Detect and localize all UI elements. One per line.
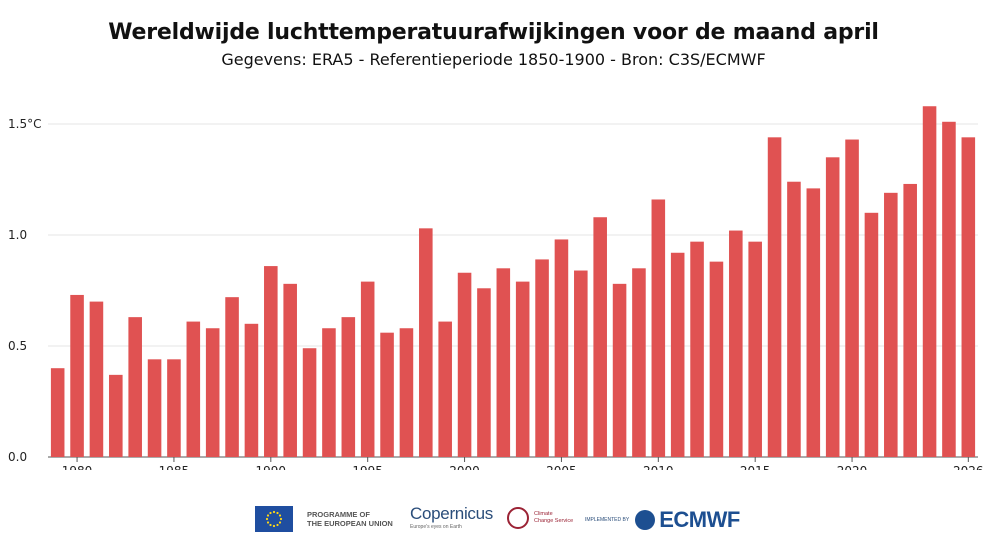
bar-1994: [341, 317, 356, 457]
bar-1987: [205, 328, 220, 457]
chart-title: Wereldwijde luchttemperatuurafwijkingen …: [108, 20, 879, 45]
bar-1989: [244, 323, 259, 457]
eu-label-line1: PROGRAMME OF: [307, 510, 370, 519]
ccs-logo: Climate Change Service: [507, 507, 573, 529]
bar-1986: [186, 321, 201, 457]
bar-2001: [477, 288, 491, 457]
bar-2021: [864, 212, 879, 457]
bar-2000: [457, 272, 472, 457]
x-tick-label: 2000: [449, 464, 480, 470]
y-tick-label: 1.5°C: [8, 117, 41, 131]
thermometer-icon: [507, 507, 529, 529]
chart-gridlines: [48, 123, 978, 458]
bar-2004: [535, 259, 549, 457]
bar-2019: [825, 157, 840, 458]
bar-1980: [70, 294, 84, 457]
bar-2002: [496, 268, 511, 457]
bar-1982: [109, 374, 123, 457]
y-axis-ticks: 0.0 0.5 1.0 1.5°C: [8, 117, 41, 464]
bar-1992: [302, 348, 317, 457]
bar-2010: [651, 199, 666, 458]
bar-2007: [593, 217, 607, 457]
bar-2005: [554, 239, 569, 457]
bar-2016: [767, 137, 782, 457]
x-axis-ticks: 1980 1985 1990 1995 2000 2005 2010 2015 2020 2026: [62, 457, 984, 470]
bar-1998: [419, 228, 433, 457]
chart-bars: [50, 106, 976, 458]
bar-1996: [380, 332, 394, 457]
bar-1985: [167, 359, 181, 457]
bar-1984: [147, 359, 162, 457]
bar-2013: [709, 261, 724, 457]
bar-1988: [225, 297, 239, 457]
copernicus-tagline: Europe's eyes on Earth: [410, 524, 462, 530]
eu-flag-icon: [255, 506, 293, 532]
y-tick-label: 0.0: [8, 450, 27, 464]
x-tick-label: 1995: [352, 464, 383, 470]
bar-chart: 0.0 0.5 1.0 1.5°C 1980 1985 1990 1995 2000 2005 2…: [8, 106, 984, 470]
bar-2025: [942, 121, 956, 457]
chart-subtitle: Gegevens: ERA5 - Referentieperiode 1850-…: [221, 50, 766, 69]
bar-2022: [884, 192, 898, 457]
implemented-by-label: IMPLEMENTED BY: [585, 517, 630, 523]
y-tick-label: 1.0: [8, 228, 27, 242]
bar-1990: [264, 266, 278, 457]
copernicus-wordmark: Copernicus: [410, 504, 493, 523]
x-tick-label: 1990: [256, 464, 287, 470]
bar-2023: [903, 183, 917, 457]
footer-logos: PROGRAMME OF THE EUROPEAN UNION Copernic…: [0, 500, 987, 540]
eu-label-line2: THE EUROPEAN UNION: [307, 519, 393, 528]
eu-programme-logo: PROGRAMME OF THE EUROPEAN UNION: [255, 506, 393, 532]
x-tick-label: 1985: [159, 464, 190, 470]
bar-2008: [612, 283, 627, 457]
ccs-line2: Change Service: [534, 518, 574, 524]
ecmwf-logo: IMPLEMENTED BY ECMWF: [585, 507, 740, 533]
bar-2009: [632, 268, 646, 457]
bar-1995: [360, 281, 375, 457]
x-tick-label: 2005: [546, 464, 577, 470]
bar-1979: [50, 368, 65, 457]
bar-2026: [961, 137, 976, 457]
bar-2020: [845, 139, 859, 458]
x-tick-label: 2015: [740, 464, 771, 470]
x-tick-label: 2026: [953, 464, 984, 470]
x-tick-label: 2010: [643, 464, 674, 470]
bar-2014: [729, 230, 743, 457]
copernicus-logo: Copernicus Europe's eyes on Earth: [410, 504, 493, 530]
ecmwf-wordmark: ECMWF: [659, 507, 740, 532]
x-tick-label: 1980: [62, 464, 93, 470]
bar-1981: [89, 301, 104, 457]
x-tick-label: 2020: [837, 464, 868, 470]
bar-1993: [322, 328, 336, 457]
ccs-line1: Climate: [534, 511, 553, 517]
bar-2017: [787, 181, 801, 457]
bar-2006: [574, 270, 588, 457]
bar-1997: [399, 328, 414, 457]
ecmwf-icon: [635, 510, 656, 530]
bar-2012: [690, 241, 704, 457]
y-tick-label: 0.5: [8, 339, 27, 353]
bar-2015: [748, 241, 762, 457]
bar-1999: [438, 321, 452, 457]
bar-2018: [806, 188, 821, 457]
bar-2011: [670, 252, 685, 457]
bar-2003: [515, 281, 530, 457]
bar-1983: [128, 317, 142, 457]
bar-2024: [922, 106, 937, 458]
bar-1991: [283, 283, 297, 457]
